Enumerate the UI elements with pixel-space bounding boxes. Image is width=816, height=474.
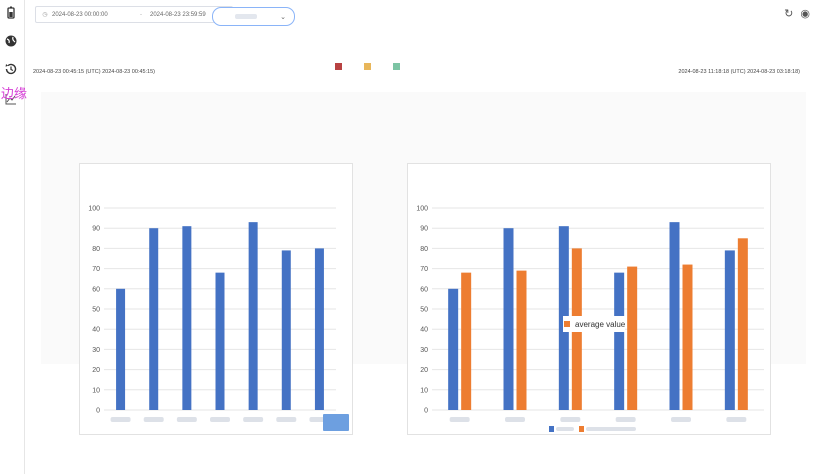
toolbar-actions: ↻ ◉ bbox=[784, 8, 810, 20]
selected-category-highlight bbox=[323, 414, 349, 431]
y-tick-label: 60 bbox=[420, 286, 428, 293]
x-tick-label bbox=[726, 417, 747, 422]
y-tick-label: 0 bbox=[424, 408, 428, 415]
y-tick-label: 10 bbox=[420, 387, 428, 394]
main-content: 2024-08-23 00:45:15 (UTC) 2024-08-23 00:… bbox=[25, 30, 816, 474]
calendar-icon: ◷ bbox=[42, 12, 48, 18]
x-tick-label bbox=[449, 417, 470, 422]
globe-icon[interactable] bbox=[4, 34, 18, 48]
bar-series-2 bbox=[627, 266, 638, 410]
x-tick-label bbox=[615, 417, 636, 422]
x-tick-label bbox=[671, 417, 691, 422]
y-tick-label: 100 bbox=[88, 206, 100, 213]
chevron-down-icon: ⌄ bbox=[280, 13, 286, 21]
bar-series-1 bbox=[724, 250, 735, 410]
series-legend: average value bbox=[563, 316, 626, 332]
legend-background bbox=[563, 316, 625, 332]
y-tick-label: 30 bbox=[420, 347, 428, 354]
timestamp-left: 2024-08-23 00:45:15 (UTC) 2024-08-23 00:… bbox=[33, 69, 155, 75]
x-tick-label bbox=[505, 417, 525, 422]
legend-swatch-red bbox=[335, 63, 342, 70]
bar-series-1 bbox=[448, 288, 459, 410]
bar-chart-right: 0 10 20 30 40 50 60 70 80 90 100 average value bbox=[407, 163, 771, 435]
legend-swatch bbox=[564, 321, 570, 327]
x-tick-label bbox=[176, 417, 197, 422]
sidebar-label: 边缘 bbox=[1, 86, 28, 101]
chart-line-icon[interactable] bbox=[4, 92, 18, 106]
y-tick-label: 50 bbox=[420, 307, 428, 314]
y-tick-label: 0 bbox=[96, 408, 100, 415]
y-tick-label: 40 bbox=[92, 327, 100, 334]
toolbar: ◷ 2024-08-23 00:00:00 - 2024-08-23 23:59… bbox=[25, 0, 816, 30]
bar-series-2 bbox=[737, 238, 748, 410]
filter-select[interactable]: ⌄ bbox=[212, 7, 295, 26]
x-tick-label bbox=[560, 417, 581, 422]
x-tick-label bbox=[143, 417, 164, 422]
bar bbox=[215, 272, 225, 410]
y-tick-label: 20 bbox=[420, 367, 428, 374]
bar-series-1 bbox=[614, 272, 625, 410]
y-tick-label: 70 bbox=[92, 266, 100, 273]
y-tick-label: 30 bbox=[92, 347, 100, 354]
bar bbox=[314, 248, 324, 410]
refresh-icon[interactable]: ↻ bbox=[784, 8, 794, 20]
bar bbox=[116, 288, 126, 410]
y-tick-label: 40 bbox=[420, 327, 428, 334]
x-tick-label bbox=[210, 417, 230, 422]
sidebar: 边缘 bbox=[0, 0, 28, 474]
legend-swatch-yellow bbox=[364, 63, 371, 70]
y-tick-label: 90 bbox=[92, 226, 100, 233]
bottom-legend-swatch-1 bbox=[549, 426, 554, 432]
y-tick-label: 90 bbox=[420, 226, 428, 233]
y-tick-label: 10 bbox=[92, 387, 100, 394]
bar-series-2 bbox=[461, 272, 472, 410]
legend-swatch-green bbox=[393, 63, 400, 70]
date-start[interactable]: 2024-08-23 00:00:00 bbox=[52, 11, 108, 18]
y-tick-label: 80 bbox=[92, 246, 100, 253]
battery-icon[interactable] bbox=[4, 6, 18, 20]
y-tick-label: 80 bbox=[420, 246, 428, 253]
y-tick-label: 20 bbox=[92, 367, 100, 374]
bar bbox=[281, 250, 291, 410]
user-icon[interactable]: ◉ bbox=[800, 8, 810, 20]
bar-chart-right-svg: 0 10 20 30 40 50 60 70 80 90 100 average value bbox=[416, 206, 764, 432]
bar-series-1 bbox=[503, 228, 514, 410]
timestamp-right: 2024-08-23 11:18:18 (UTC) 2024-08-23 03:… bbox=[678, 69, 800, 75]
bar bbox=[149, 228, 159, 410]
x-tick-label bbox=[110, 417, 131, 422]
y-tick-label: 70 bbox=[420, 266, 428, 273]
bottom-legend-label-2 bbox=[586, 427, 636, 431]
bar-chart-left: 0 10 20 30 40 50 60 70 80 90 100 bbox=[79, 163, 353, 435]
history-icon[interactable] bbox=[4, 62, 18, 76]
y-tick-label: 100 bbox=[416, 206, 428, 213]
bottom-legend-label-1 bbox=[556, 427, 574, 431]
x-tick-label bbox=[243, 417, 264, 422]
filter-select-value bbox=[235, 14, 257, 19]
bar-series-2 bbox=[682, 264, 693, 410]
bottom-legend-swatch-2 bbox=[579, 426, 584, 432]
legend-label: average value bbox=[575, 320, 626, 329]
date-separator: - bbox=[140, 11, 142, 18]
bar bbox=[182, 226, 192, 410]
y-tick-label: 60 bbox=[92, 286, 100, 293]
y-tick-label: 50 bbox=[92, 307, 100, 314]
date-range-picker[interactable]: ◷ 2024-08-23 00:00:00 - 2024-08-23 23:59… bbox=[35, 6, 233, 23]
bar-series-1 bbox=[669, 222, 680, 410]
x-tick-label bbox=[276, 417, 297, 422]
bar bbox=[248, 222, 258, 410]
color-legend bbox=[335, 63, 400, 70]
bar-series-2 bbox=[516, 270, 527, 410]
date-end[interactable]: 2024-08-23 23:59:59 bbox=[150, 11, 206, 18]
bar-chart-left-svg: 0 10 20 30 40 50 60 70 80 90 100 bbox=[88, 206, 349, 431]
